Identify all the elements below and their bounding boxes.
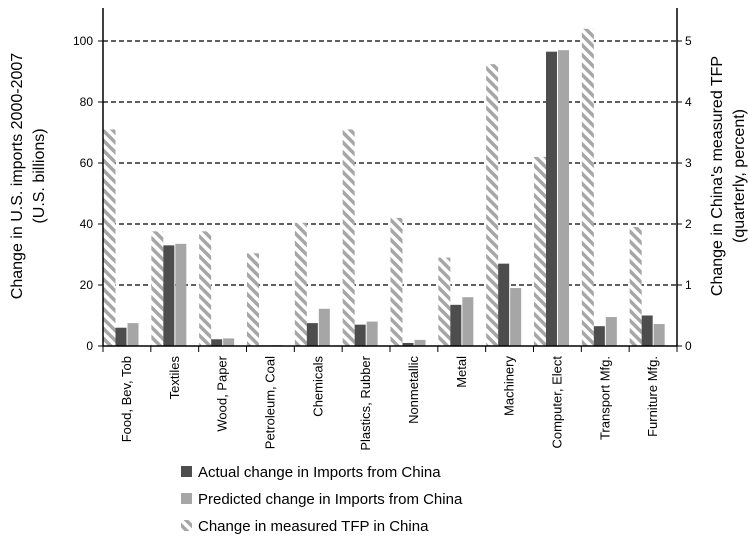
x-tick-label: Chemicals [310,356,325,417]
y2-tick-label: 4 [685,95,692,109]
x-tick-label: Computer, Elect [549,356,564,449]
y-tick-label: 20 [80,278,94,292]
bar-predicted [414,339,426,346]
bar-predicted [653,324,665,346]
x-tick-label: Wood, Paper [215,355,230,431]
bar-tfp [342,129,355,346]
bar-tfp [199,231,212,346]
legend-swatch [181,493,192,504]
x-tick-label: Machinery [502,356,517,416]
y2-tick-label: 1 [685,278,692,292]
x-tick-label: Plastics, Rubber [358,355,373,450]
bar-tfp [103,129,116,346]
y-axis-title-line: (U.S. billions) [31,128,48,223]
legend-swatch [181,520,192,531]
x-tick-label: Furniture Mfg. [645,356,660,437]
y-tick-label: 80 [80,95,94,109]
axis-labels: 0 20 40 60 80 100 0 1 2 3 4 5 Food, Bev, Tob Textiles… [9,34,748,451]
legend: Actual change in Imports from China Predi… [181,464,463,535]
axes [98,8,682,352]
bar-actual [593,326,605,346]
legend-swatch [181,466,192,477]
bar-predicted [462,297,474,346]
bar-actual [354,324,366,346]
bar-actual [546,51,557,347]
y-tick-label: 0 [86,339,93,353]
bar-actual [163,245,175,346]
y-tick-label: 100 [73,34,93,48]
y2-tick-label: 3 [685,156,692,170]
bar-predicted [127,323,139,346]
legend-label: Predicted change in Imports from China [198,491,463,508]
bar-predicted [605,317,617,346]
x-tick-label: Textiles [167,356,182,400]
y2-tick-label: 0 [685,339,692,353]
bar-tfp [629,227,642,346]
bar-tfp [390,217,403,346]
x-tick-label: Nonmetallic [406,356,421,424]
y2-axis-title-line: Change in China's measured TFP [709,56,726,296]
y2-tick-label: 2 [685,217,692,231]
y2-axis-title: Change in China's measured TFP (quarterly… [709,56,748,296]
bar-actual [211,339,223,346]
bar-predicted [175,243,187,346]
bar-predicted [558,50,569,347]
bar-tfp [438,257,451,346]
bar-actual [450,304,462,346]
y2-axis-title-line: (quarterly, percent) [731,109,748,243]
legend-label: Change in measured TFP in China [198,518,429,535]
y-axis-title-line: Change in U.S. imports 2000-2007 [9,53,26,299]
bar-predicted [318,308,330,346]
y-tick-label: 60 [80,156,94,170]
legend-label: Actual change in Imports from China [198,464,441,481]
y-axis-title: Change in U.S. imports 2000-2007 (U.S. bi… [9,53,48,299]
x-tick-label: Food, Bev, Tob [119,356,134,442]
bar-tfp [247,253,259,346]
bar-tfp [581,28,594,347]
bar-actual [115,327,127,346]
bar-actual [498,263,510,346]
bar-actual [306,323,318,346]
x-tick-label: Transport Mfg. [597,356,612,440]
bar-predicted [510,288,522,346]
bar-actual [641,315,653,346]
bar-tfp [486,64,499,347]
bar-predicted [223,338,235,346]
bar-tfp [294,222,307,346]
y2-tick-label: 5 [685,34,692,48]
bar-actual [402,342,414,346]
bar-tfp [151,231,164,346]
bar-tfp [534,156,546,346]
bars [103,28,665,347]
y-tick-label: 40 [80,217,94,231]
x-tick-label: Petroleum, Coal [262,356,277,449]
x-tick-label: Metal [454,356,469,388]
bar-predicted [366,321,378,346]
